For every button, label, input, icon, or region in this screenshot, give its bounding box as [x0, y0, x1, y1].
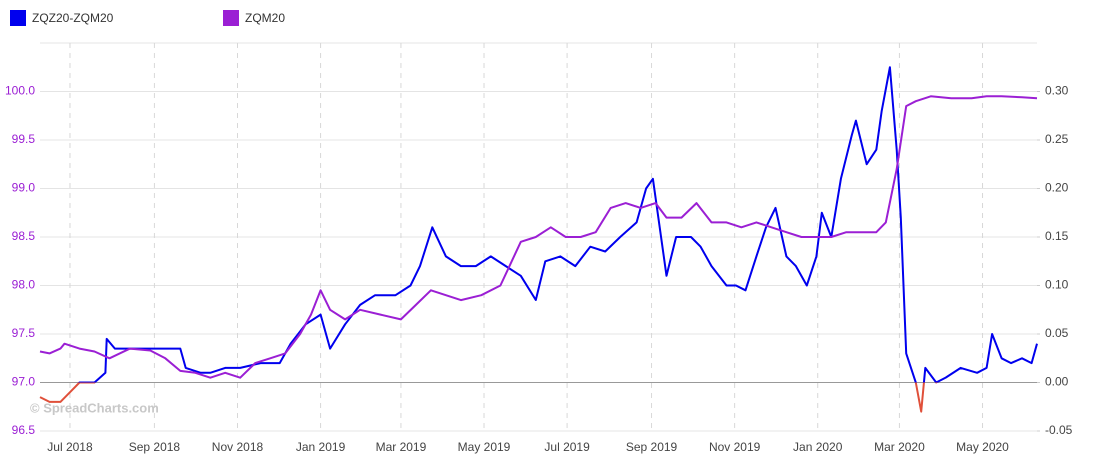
- x-tick-label: May 2020: [956, 440, 1009, 454]
- x-tick-label: Mar 2020: [874, 440, 925, 454]
- y-tick-label: 99.5: [12, 132, 36, 146]
- y-tick-label: 96.5: [12, 423, 36, 437]
- legend-swatch: [10, 10, 26, 26]
- x-tick-label: Jul 2018: [47, 440, 93, 454]
- y-tick-label: 98.0: [12, 278, 36, 292]
- series-line: [39, 95, 1038, 379]
- y2-tick-label: 0.30: [1045, 84, 1069, 98]
- x-tick-label: Sep 2018: [129, 440, 181, 454]
- legend-swatch: [223, 10, 239, 26]
- y2-tick-label: -0.05: [1045, 423, 1073, 437]
- y2-tick-label: 0.15: [1045, 229, 1069, 243]
- y2-tick-label: 0.00: [1045, 375, 1069, 389]
- y-tick-label: 98.5: [12, 229, 36, 243]
- y-tick-label: 99.0: [12, 181, 36, 195]
- y2-tick-label: 0.20: [1045, 181, 1069, 195]
- x-tick-label: Nov 2018: [212, 440, 264, 454]
- legend-label: ZQM20: [245, 11, 285, 25]
- series-line: [39, 66, 1038, 413]
- y2-tick-label: 0.10: [1045, 278, 1069, 292]
- watermark: © SpreadCharts.com: [30, 400, 159, 415]
- legend-label: ZQZ20-ZQM20: [32, 11, 114, 25]
- y-tick-label: 100.0: [5, 84, 35, 98]
- x-tick-label: Sep 2019: [626, 440, 678, 454]
- x-tick-label: Mar 2019: [376, 440, 427, 454]
- y-tick-label: 97.0: [12, 375, 36, 389]
- x-tick-label: Jan 2020: [793, 440, 843, 454]
- x-tick-label: Jan 2019: [296, 440, 346, 454]
- y2-tick-label: 0.25: [1045, 132, 1069, 146]
- y2-tick-label: 0.05: [1045, 326, 1069, 340]
- y-tick-label: 97.5: [12, 326, 36, 340]
- x-tick-label: Jul 2019: [544, 440, 590, 454]
- x-tick-label: May 2019: [458, 440, 511, 454]
- x-tick-label: Nov 2019: [709, 440, 761, 454]
